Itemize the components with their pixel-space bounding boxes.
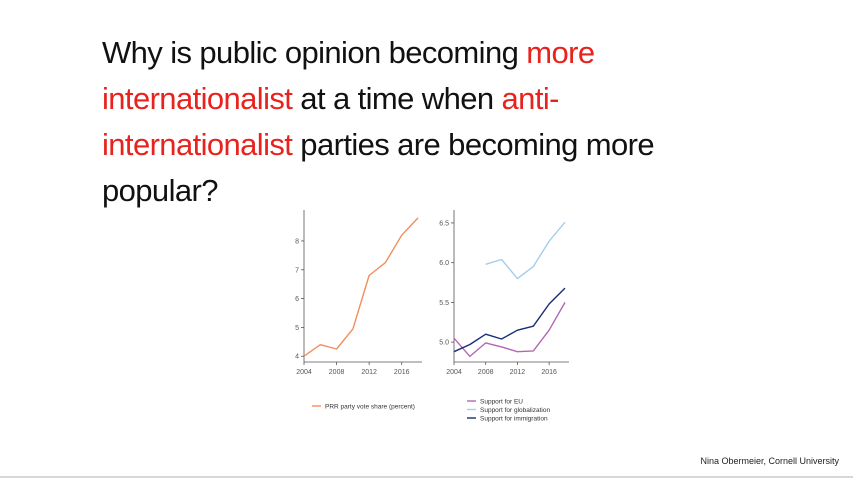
x-tick-label: 2016: [394, 369, 410, 376]
title-text: parties are becoming more popular?: [102, 127, 655, 208]
legend-prr: PRR party vote share (percent): [312, 403, 415, 410]
x-tick-label: 2016: [541, 369, 557, 376]
x-tick-label: 2004: [296, 369, 312, 376]
title-highlight: anti-internationalist: [102, 81, 559, 162]
title-text: Why is public opinion becoming: [102, 35, 527, 70]
x-tick-label: 2008: [478, 369, 494, 376]
x-tick-label: 2012: [361, 369, 377, 376]
series-line-2: [453, 287, 566, 353]
chart-public-support: 2004 2008 2012 2016 5.0 5.5 6.0 6.5: [439, 210, 569, 376]
title-text: at a time when: [292, 81, 502, 116]
slide-title: Why is public opinion becoming more inte…: [102, 30, 742, 214]
legend-support: Support for EU Support for globalizationS…: [467, 398, 550, 422]
y-tick-label: 6: [295, 296, 299, 303]
y-tick-label: 7: [295, 267, 299, 274]
legend-label: Support for EU: [480, 398, 523, 405]
y-tick-label: 5: [295, 325, 299, 332]
chart-prr-vote-share: 2004 2008 2012 2016 4 5 6 7 8: [295, 210, 422, 376]
title-highlight: more internationalist: [102, 35, 595, 116]
legend-label: Support for globalization: [480, 407, 550, 414]
charts-panel: 2004 2008 2012 2016 4 5 6 7 8 2004 2008 2012 2016 5.…: [286, 205, 586, 435]
x-tick-label: 2008: [329, 369, 345, 376]
series-line-1: [485, 221, 566, 280]
series-line-0: [303, 217, 419, 357]
y-tick-label: 6.0: [439, 260, 449, 267]
footer-credit: Nina Obermeier, Cornell University: [700, 456, 839, 466]
legend-label: Support for immigration: [480, 415, 548, 422]
legend-label: PRR party vote share (percent): [325, 403, 415, 410]
y-tick-label: 4: [295, 354, 299, 361]
series-line-0: [453, 302, 566, 358]
y-tick-label: 5.5: [439, 300, 449, 307]
x-tick-label: 2004: [446, 369, 462, 376]
y-tick-label: 5.0: [439, 340, 449, 347]
y-tick-label: 8: [295, 238, 299, 245]
y-tick-label: 6.5: [439, 220, 449, 227]
line-charts: 2004 2008 2012 2016 4 5 6 7 8 2004 2008 2012 2016 5.…: [295, 210, 569, 422]
bottom-divider: [0, 476, 853, 478]
x-tick-label: 2012: [510, 369, 526, 376]
